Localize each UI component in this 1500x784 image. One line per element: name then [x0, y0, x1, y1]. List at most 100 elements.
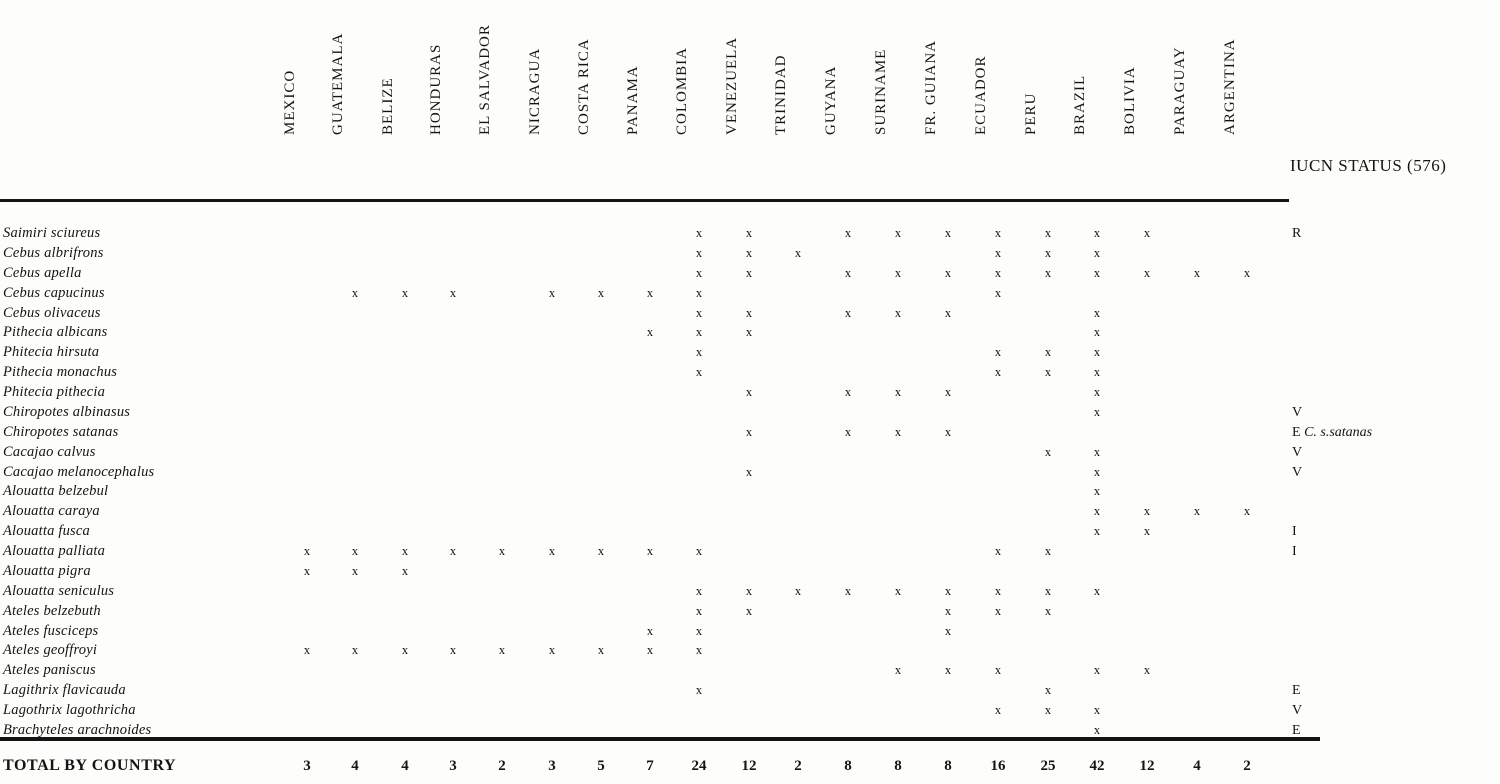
presence-mark: x: [695, 643, 703, 658]
presence-mark: x: [994, 583, 1002, 598]
iucn-status-value: E: [1292, 723, 1301, 738]
presence-mark: x: [745, 265, 753, 280]
presence-mark: x: [597, 285, 605, 300]
presence-mark: x: [449, 643, 457, 658]
iucn-status-value: V: [1292, 404, 1303, 420]
total-value: 12: [741, 758, 757, 774]
presence-mark: x: [351, 643, 359, 658]
table-row: Alouatta pigra x x x: [0, 562, 1500, 581]
presence-mark: x: [548, 285, 556, 300]
table-row: Lagothrix lagothricha x x x V: [0, 701, 1500, 720]
country-header-bolivia: BOLIVIA: [1122, 66, 1138, 135]
presence-mark: x: [1093, 404, 1101, 419]
species-name: Ateles geoffroyi: [3, 642, 98, 659]
iucn-status-value: I: [1292, 544, 1297, 560]
presence-mark: x: [1044, 583, 1052, 598]
presence-mark: x: [944, 226, 952, 240]
presence-mark: x: [794, 245, 802, 260]
presence-mark: x: [844, 385, 852, 400]
table-row: Chiropotes satanas x x x x E C. s.satanas: [0, 423, 1500, 442]
presence-mark: x: [1093, 464, 1101, 479]
iucn-status-value: E: [1292, 683, 1301, 699]
presence-mark: x: [944, 583, 952, 598]
presence-mark: x: [695, 265, 703, 280]
country-header-guatemala: GUATEMALA: [330, 32, 346, 135]
table-row: Ateles belzebuth x x x x x: [0, 602, 1500, 621]
species-name: Alouatta fusca: [3, 523, 90, 540]
species-name: Cebus albrifrons: [3, 244, 104, 261]
presence-mark: x: [994, 663, 1002, 678]
country-header-guyana: GUYANA: [823, 65, 839, 135]
country-header-honduras: HONDURAS: [428, 43, 444, 135]
presence-mark: x: [1044, 365, 1052, 380]
presence-mark: x: [695, 603, 703, 618]
presence-mark: x: [894, 226, 902, 240]
presence-mark: x: [695, 285, 703, 300]
total-value: 4: [1193, 758, 1201, 774]
presence-mark: x: [844, 226, 852, 240]
iucn-status-header: IUCN STATUS (576): [1290, 156, 1447, 175]
presence-mark: x: [449, 544, 457, 559]
presence-mark: x: [994, 226, 1002, 240]
total-value: 5: [597, 758, 605, 774]
presence-mark: x: [994, 345, 1002, 360]
presence-mark: x: [646, 325, 654, 340]
total-value: 8: [844, 758, 852, 774]
table-row: Alouatta fusca x x I: [0, 522, 1500, 541]
total-value: 4: [401, 758, 409, 774]
presence-mark: x: [1093, 365, 1101, 380]
presence-mark: x: [745, 583, 753, 598]
country-header-belize: BELIZE: [380, 77, 396, 135]
presence-mark: x: [1243, 265, 1251, 280]
country-header-el-salvador: EL SALVADOR: [477, 24, 493, 135]
species-name: Ateles paniscus: [3, 662, 96, 679]
total-value: 2: [498, 758, 506, 774]
presence-mark: x: [944, 424, 952, 439]
species-name: Cebus capucinus: [3, 284, 105, 301]
presence-mark: x: [1143, 524, 1151, 539]
presence-mark: x: [449, 285, 457, 300]
table-row: Cacajao calvus x x V: [0, 443, 1500, 462]
species-name: Cacajao calvus: [3, 443, 96, 460]
iucn-status-value: V: [1292, 703, 1303, 719]
presence-mark: x: [745, 464, 753, 479]
presence-mark: x: [844, 424, 852, 439]
presence-mark: x: [498, 544, 506, 559]
species-name: Alouatta belzebul: [3, 483, 109, 500]
presence-mark: x: [695, 245, 703, 260]
presence-mark: x: [745, 424, 753, 439]
presence-mark: x: [894, 424, 902, 439]
total-value: 8: [944, 758, 952, 774]
table-row: Cebus albrifrons x x x x x x: [0, 244, 1500, 263]
species-name: Chiropotes albinasus: [3, 403, 131, 420]
table-row: Alouatta belzebul x: [0, 482, 1500, 501]
presence-mark: x: [944, 623, 952, 638]
presence-mark: x: [1093, 325, 1101, 340]
country-header-argentina: ARGENTINA: [1222, 38, 1238, 136]
total-value: 42: [1089, 758, 1105, 774]
presence-mark: x: [1143, 504, 1151, 519]
presence-mark: x: [944, 385, 952, 400]
presence-mark: x: [745, 305, 753, 320]
presence-mark: x: [1093, 245, 1101, 260]
table-row: Alouatta palliata x x x x x x x x x x x I: [0, 542, 1500, 561]
total-by-country-label: TOTAL BY COUNTRY: [3, 757, 177, 774]
species-name: Chiropotes satanas: [3, 423, 119, 440]
country-header-trinidad: TRINIDAD: [773, 54, 789, 136]
species-name: Cacajao melanocephalus: [3, 463, 155, 480]
presence-mark: x: [1044, 603, 1052, 618]
presence-mark: x: [351, 544, 359, 559]
presence-mark: x: [597, 643, 605, 658]
presence-mark: x: [401, 544, 409, 559]
presence-mark: x: [1143, 226, 1151, 240]
iucn-status-value: E C. s.satanas: [1292, 424, 1373, 440]
table-row: Brachyteles arachnoides x E: [0, 721, 1500, 740]
presence-mark: x: [548, 643, 556, 658]
iucn-status-note: C. s.satanas: [1300, 424, 1373, 440]
presence-mark: x: [695, 544, 703, 559]
presence-mark: x: [498, 643, 506, 658]
presence-mark: x: [745, 603, 753, 618]
table-row: Ateles fusciceps x x x: [0, 622, 1500, 641]
table-row: Pithecia albicans x x x x: [0, 323, 1500, 342]
country-header-paraguay: PARAGUAY: [1172, 46, 1188, 135]
